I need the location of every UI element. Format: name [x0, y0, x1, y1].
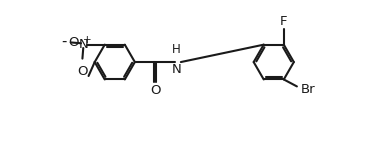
Text: O: O [150, 84, 161, 97]
Text: +: + [83, 35, 92, 45]
Text: F: F [280, 15, 287, 28]
Text: N: N [79, 38, 89, 51]
Text: O: O [68, 36, 79, 49]
Text: N: N [171, 63, 181, 76]
Text: -: - [62, 34, 67, 48]
Text: H: H [172, 43, 180, 56]
Text: O: O [77, 65, 88, 78]
Text: Br: Br [300, 83, 315, 96]
